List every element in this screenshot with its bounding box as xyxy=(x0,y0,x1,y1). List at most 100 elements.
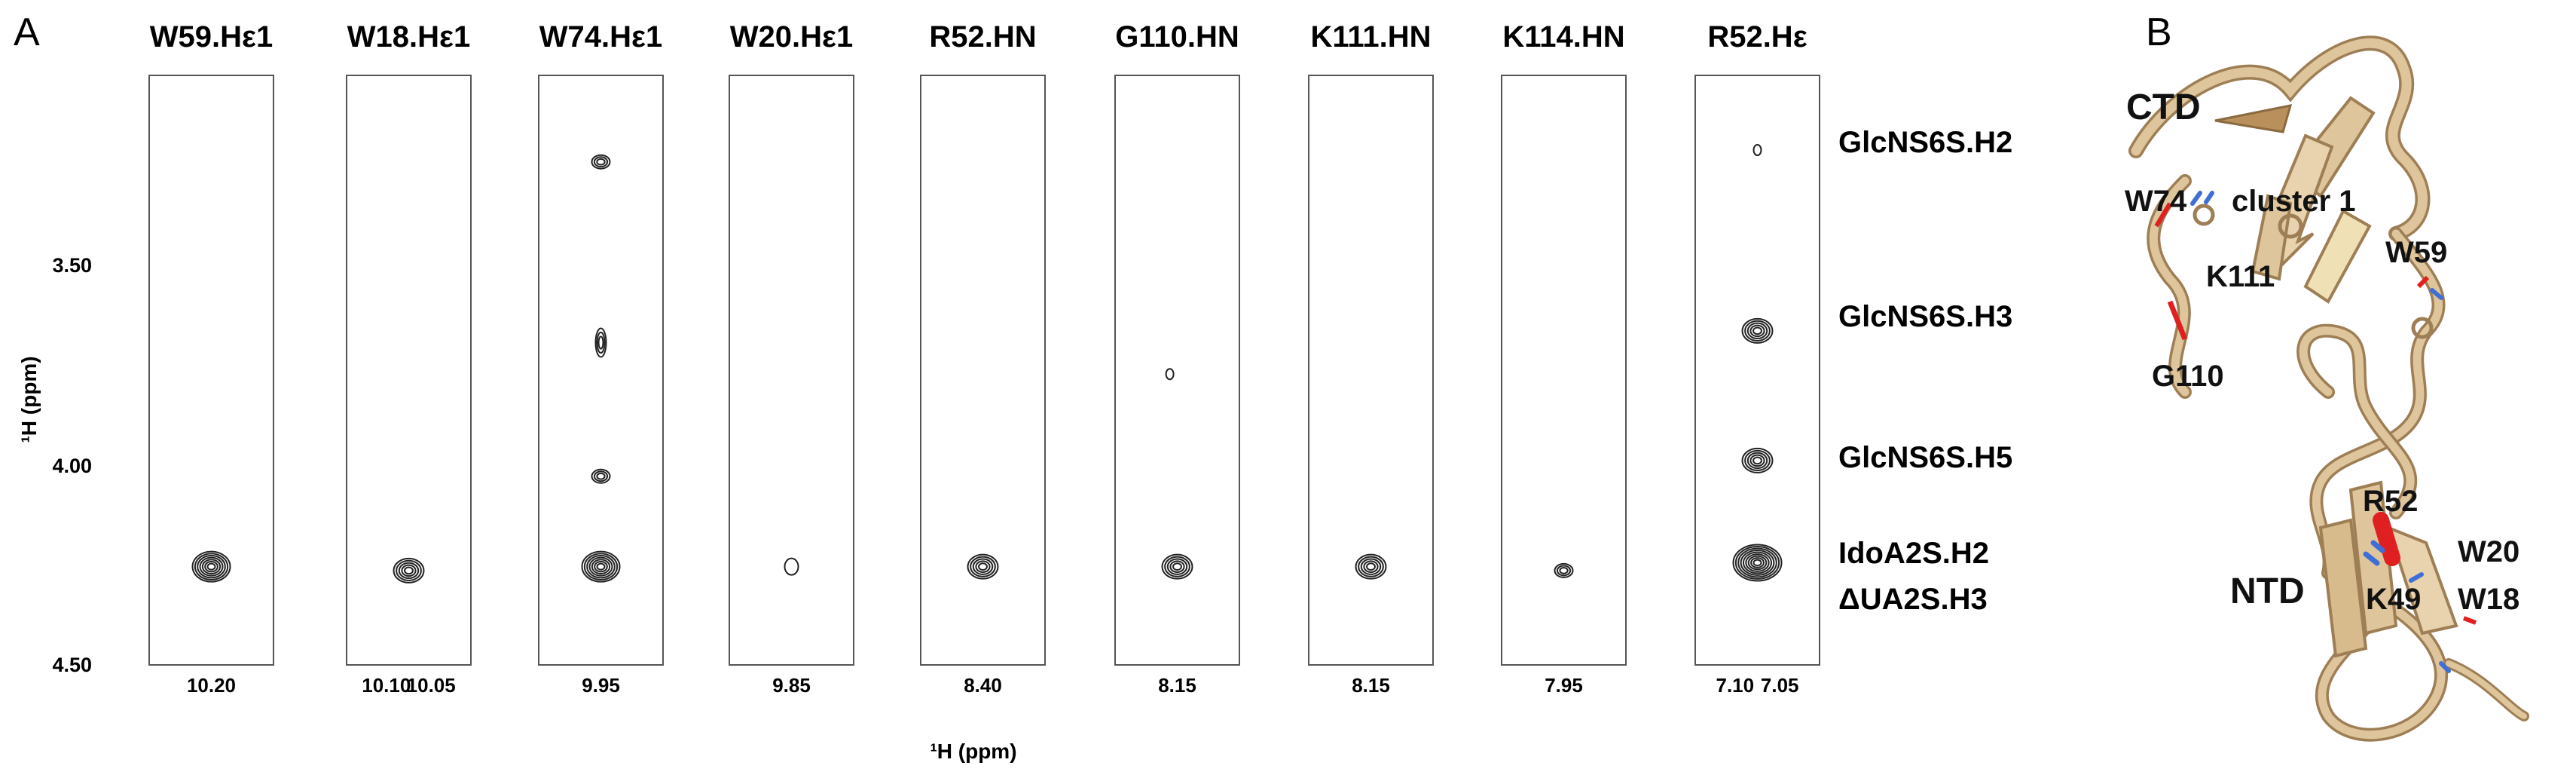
strip-4: R52.HN 8.40 xyxy=(920,20,1046,697)
contour-level xyxy=(594,561,608,573)
contour-level xyxy=(591,559,611,575)
contour-level xyxy=(1746,452,1768,470)
contour-peak xyxy=(1752,144,1762,157)
contour-peak xyxy=(1355,553,1387,580)
contour-level xyxy=(1749,454,1765,467)
contour-level xyxy=(1366,562,1376,571)
contour-level xyxy=(404,566,414,575)
contour-level xyxy=(1358,556,1384,577)
strip-5: G110.HN 8.15 xyxy=(1114,20,1240,697)
panel-b-letter: B xyxy=(2146,11,2172,54)
peak-label-idoa2s-h2: IdoA2S.H2 xyxy=(1838,537,1989,570)
strip-3: W20.Hε1 9.85 xyxy=(729,20,854,697)
contour-level xyxy=(1172,562,1182,571)
contour-level xyxy=(1161,553,1193,580)
strip-title: G110.HN xyxy=(1115,20,1239,54)
contour-level xyxy=(1749,324,1765,338)
strip-frame xyxy=(346,75,472,666)
label-r52: R52 xyxy=(2363,485,2418,518)
contour-level xyxy=(1363,560,1379,573)
label-ctd: CTD xyxy=(2126,87,2201,127)
contour-level xyxy=(972,558,994,575)
strip-title: W74.Hε1 xyxy=(539,20,662,54)
contour-peak xyxy=(594,327,607,358)
contour-level xyxy=(1165,368,1175,381)
contour-level xyxy=(1742,551,1773,574)
strip-title: K111.HN xyxy=(1310,20,1431,54)
contour-level xyxy=(199,556,224,577)
x-tick-label: 7.10 xyxy=(1716,674,1754,697)
label-cluster-1: cluster 1 xyxy=(2232,185,2356,218)
contour-level xyxy=(1166,558,1188,575)
contour-level xyxy=(1360,558,1382,575)
strip-8: R52.Hε 7.10 7.05 xyxy=(1694,20,1820,697)
strip-6: K111.HN 8.15 xyxy=(1308,20,1434,697)
protein-structure xyxy=(2128,35,2529,742)
contour-level xyxy=(1554,562,1574,578)
strip-title: W20.Hε1 xyxy=(730,20,853,54)
contour-level xyxy=(596,158,606,166)
contour-level xyxy=(975,560,991,573)
contour-level xyxy=(1355,553,1387,580)
peak-label-glcns6s-h2: GlcNS6S.H2 xyxy=(1838,126,2012,159)
x-tick-label: 7.95 xyxy=(1545,674,1583,697)
contour-peak xyxy=(591,468,611,484)
strip-2: W74.Hε1 9.95 xyxy=(538,20,664,697)
contour-level xyxy=(594,327,607,358)
y-tick-3.50: 3.50 xyxy=(52,254,92,277)
contour-peak xyxy=(1741,447,1774,473)
contour-level xyxy=(1559,567,1569,574)
contour-level xyxy=(970,556,996,577)
strip-0: W59.Hε1 10.20 xyxy=(148,20,274,697)
contour-peak xyxy=(1554,562,1574,578)
label-w18: W18 xyxy=(2458,583,2519,616)
contour-level xyxy=(1752,326,1762,335)
label-w74: W74 xyxy=(2125,185,2187,218)
strip-frame xyxy=(1694,75,1820,666)
contour-level xyxy=(1734,545,1780,580)
x-axis-label: ¹H (ppm) xyxy=(930,740,1016,763)
contour-peak xyxy=(1165,368,1175,381)
contour-peak xyxy=(967,553,999,580)
x-tick-label: 10.05 xyxy=(407,674,456,697)
y-tick-4.00: 4.00 xyxy=(52,455,92,477)
contour-peak xyxy=(591,154,611,170)
peak-label-dua2s-h3: ΔUA2S.H3 xyxy=(1838,583,1988,616)
strip-frame xyxy=(1308,75,1434,666)
contour-level xyxy=(1745,553,1770,572)
contour-peak xyxy=(581,550,621,583)
contour-level xyxy=(596,562,606,571)
label-w20: W20 xyxy=(2458,535,2519,568)
label-k111: K111 xyxy=(2206,260,2275,293)
contour-level xyxy=(1744,320,1771,342)
strip-title: W59.Hε1 xyxy=(150,20,273,54)
x-tick-label: 10.10 xyxy=(362,674,411,697)
contour-level xyxy=(1741,317,1774,344)
contour-level xyxy=(204,561,218,573)
label-ntd: NTD xyxy=(2230,571,2305,611)
contour-level xyxy=(1737,547,1777,578)
contour-level xyxy=(1744,449,1771,471)
contour-level xyxy=(583,553,619,581)
y-tick-4.50: 4.50 xyxy=(52,654,92,676)
contour-level xyxy=(201,559,222,575)
x-tick-label: 8.15 xyxy=(1158,674,1196,697)
contour-peak xyxy=(1161,553,1193,580)
contour-level xyxy=(588,556,613,577)
contour-level xyxy=(1752,559,1762,567)
contour-level xyxy=(1741,447,1774,473)
contour-level xyxy=(1746,322,1768,340)
contour-level xyxy=(206,562,216,571)
contour-level xyxy=(1747,555,1768,571)
strip-frame xyxy=(148,75,274,666)
x-tick-label: 7.05 xyxy=(1761,674,1799,697)
strip-frame xyxy=(1114,75,1240,666)
contour-peak xyxy=(1732,544,1783,582)
contour-level xyxy=(596,472,606,480)
label-g110: G110 xyxy=(2152,360,2224,393)
contour-level xyxy=(593,156,609,168)
strip-title: R52.HN xyxy=(929,20,1036,54)
